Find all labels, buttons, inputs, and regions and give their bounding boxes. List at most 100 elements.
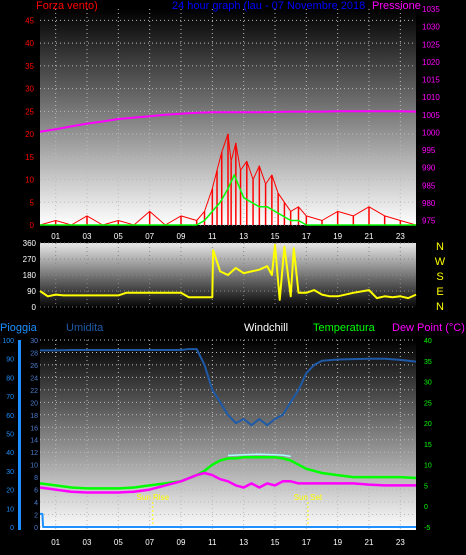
- humidity-tick-label: 12: [30, 450, 38, 457]
- rain-axis-bar: [18, 340, 21, 530]
- x-tick-label: 23: [396, 232, 405, 241]
- temperature-tick-label: 0: [424, 504, 428, 511]
- left-tick-label: 0: [30, 221, 35, 230]
- x-tick-label: 01: [51, 232, 60, 241]
- rain-tick-label: 100: [2, 338, 14, 345]
- temperature-tick-label: 30: [424, 380, 432, 387]
- right-tick-label: 1005: [422, 111, 440, 120]
- dewpoint-label: Dew Point (°C): [392, 322, 465, 334]
- rain-tick-label: 0: [10, 525, 14, 532]
- x-tick-label: 05: [114, 232, 123, 241]
- windchill-label: Windchill: [244, 322, 288, 334]
- right-tick-label: 990: [422, 164, 436, 173]
- direction-tick-label: 360: [23, 239, 37, 248]
- left-tick-label: 15: [25, 153, 34, 162]
- x-tick-label: 15: [271, 538, 280, 547]
- temperature-tick-label: 10: [424, 463, 432, 470]
- direction-tick-label: 270: [23, 255, 37, 264]
- x-tick-label: 17: [302, 232, 311, 241]
- humidity-axis-label: Umidita: [66, 322, 104, 334]
- right-tick-label: 975: [422, 217, 436, 226]
- series-layer: [39, 348, 417, 528]
- humidity-tick-label: 6: [34, 488, 38, 495]
- rain-tick-label: 10: [6, 506, 14, 513]
- temperature-tick-label: 5: [424, 483, 428, 490]
- temperature-tick-label: 40: [424, 338, 432, 345]
- x-tick-label: 13: [239, 232, 248, 241]
- rain-tick-label: 80: [6, 375, 14, 382]
- sun-markers: Sun Rise Sun Set: [137, 493, 323, 527]
- humidity-tick-label: 10: [30, 463, 38, 470]
- chart-title: 24 hour graph (lau - 07 Novembre 2018: [172, 0, 365, 12]
- direction-tick-label: 90: [27, 287, 36, 296]
- right-tick-label: 1000: [422, 128, 440, 137]
- humidity-series-line: [40, 348, 417, 427]
- compass-label: W: [435, 256, 446, 268]
- left-tick-label: 45: [25, 16, 34, 25]
- y-ticks: 0 90 180 270 360: [23, 239, 37, 312]
- humidity-tick-label: 30: [30, 338, 38, 345]
- x-tick-label: 09: [177, 538, 186, 547]
- x-ticks: 01 03 05 07 09 11 13 15 17 19 21 23: [51, 538, 405, 547]
- pressure-series-line: [39, 110, 417, 133]
- right-tick-label: 1010: [422, 93, 440, 102]
- rain-tick-label: 30: [6, 469, 14, 476]
- right-axis-label: Pressione: [372, 0, 421, 12]
- right-tick-label: 980: [422, 199, 436, 208]
- temperature-series-line: [39, 455, 417, 490]
- humidity-tick-label: 24: [30, 375, 38, 382]
- left-tick-label: 10: [25, 176, 34, 185]
- gust_avg-series-line: [40, 174, 416, 226]
- direction-tick-label: 180: [23, 271, 37, 280]
- windchill-series-line: [227, 453, 291, 458]
- left-tick-label: 40: [25, 39, 34, 48]
- x-tick-label: 07: [145, 232, 154, 241]
- temperature-tick-label: 25: [424, 400, 432, 407]
- x-ticks: 01 03 05 07 09 11 13 15 17 19 21 23: [51, 232, 405, 241]
- humidity-tick-label: 18: [30, 413, 38, 420]
- compass-label: E: [436, 286, 443, 298]
- right-tick-label: 985: [422, 181, 436, 190]
- x-tick-label: 09: [177, 232, 186, 241]
- x-tick-label: 13: [239, 538, 248, 547]
- wind-direction-line: [39, 243, 417, 301]
- right-tick-label: 995: [422, 146, 436, 155]
- sunrise-label: Sun Rise: [137, 493, 170, 502]
- rain-tick-label: 20: [6, 488, 14, 495]
- series-layer: [39, 243, 417, 301]
- compass-label: N: [436, 301, 444, 313]
- x-tick-label: 07: [145, 538, 154, 547]
- right-ticks: 975 980 985 990 995 1000 1005 1010 1015 1020 1025 1…: [422, 5, 440, 226]
- humidity-tick-label: 14: [30, 438, 38, 445]
- rain-tick-label: 90: [6, 357, 14, 364]
- rain-tick-label: 40: [6, 450, 14, 457]
- right-tick-label: 1025: [422, 40, 440, 49]
- temperature-ticks: -5 0 5 10 15 20 25 30 35 40: [424, 338, 432, 532]
- right-tick-label: 1035: [422, 5, 440, 14]
- x-tick-label: 11: [208, 538, 217, 547]
- rain-ticks: 0 10 20 30 40 50 60 70 80 90 100: [2, 338, 14, 532]
- x-tick-label: 03: [83, 538, 92, 547]
- series-layer: [39, 110, 417, 226]
- temperature-label: Temperatura: [313, 322, 376, 334]
- temperature-humidity-panel: Pioggia Umidita Windchill Temperatura De…: [0, 322, 465, 547]
- x-tick-label: 19: [333, 232, 342, 241]
- left-ticks: 0 5 10 15 20 25 30 35 40 45: [25, 16, 34, 230]
- humidity-tick-label: 22: [30, 388, 38, 395]
- left-tick-label: 20: [25, 130, 34, 139]
- temperature-tick-label: -5: [424, 525, 430, 532]
- plot-area: [40, 340, 416, 530]
- sunset-label: Sun Set: [294, 493, 323, 502]
- x-tick-label: 15: [271, 232, 280, 241]
- x-tick-label: 01: [51, 538, 60, 547]
- rain-axis-label: Pioggia: [0, 322, 38, 334]
- x-tick-label: 21: [365, 232, 374, 241]
- rain-tick-label: 50: [6, 432, 14, 439]
- humidity-tick-label: 16: [30, 425, 38, 432]
- x-tick-label: 17: [302, 538, 311, 547]
- humidity-tick-label: 26: [30, 363, 38, 370]
- humidity-tick-label: 8: [34, 475, 38, 482]
